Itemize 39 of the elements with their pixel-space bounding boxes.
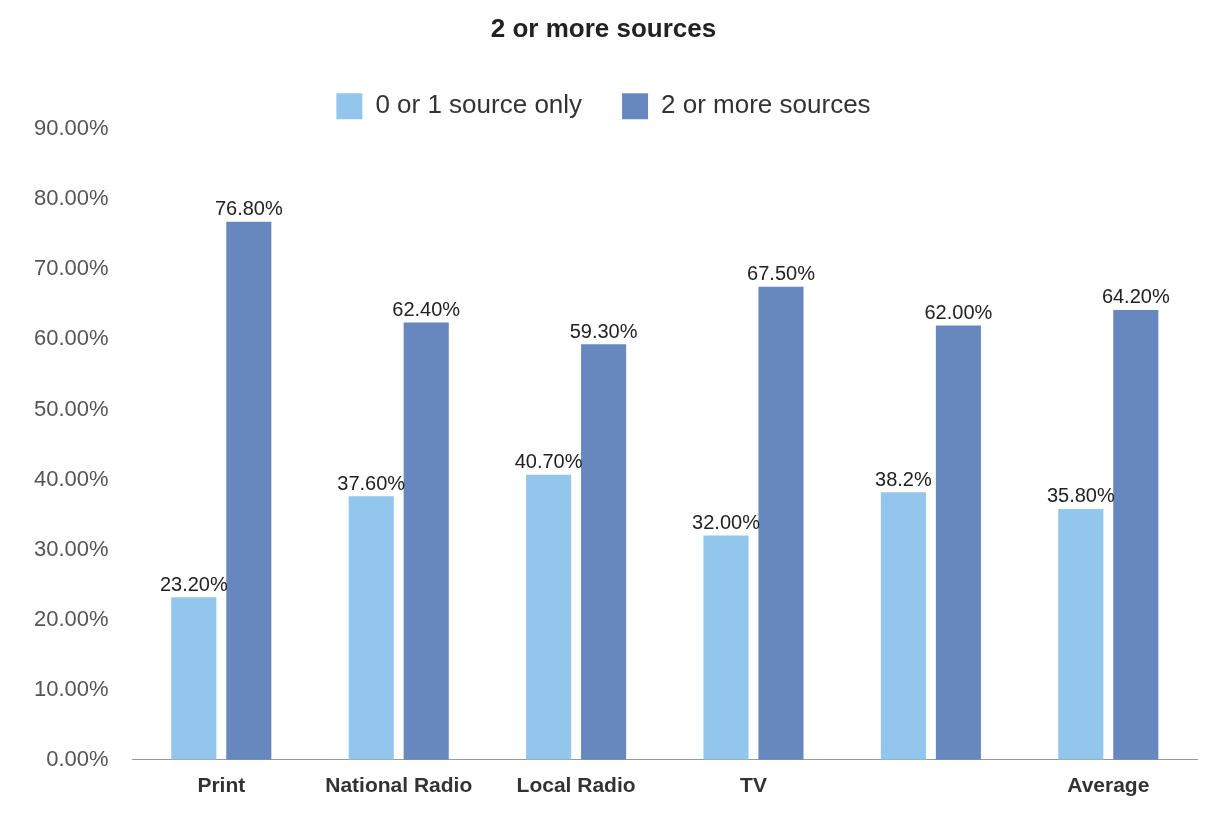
bar — [1113, 309, 1159, 760]
y-tick-label: 60.00% — [33, 325, 109, 351]
chart-title: 2 or more sources — [490, 12, 717, 43]
bar — [1058, 508, 1104, 760]
data-label: 23.20% — [159, 572, 228, 595]
bar — [226, 221, 272, 760]
legend-label: 2 or more sources — [661, 89, 871, 120]
bar — [403, 322, 449, 760]
data-label: 62.00% — [924, 300, 993, 323]
y-tick-label: 0.00% — [46, 745, 109, 771]
bar — [348, 496, 394, 760]
data-label: 35.80% — [1046, 484, 1115, 507]
x-tick-label: Local Radio — [516, 773, 636, 797]
data-label: 59.30% — [569, 319, 638, 342]
y-tick-label: 30.00% — [33, 535, 109, 561]
data-label: 67.50% — [747, 262, 816, 285]
y-tick-label: 70.00% — [33, 255, 109, 281]
y-tick-label: 10.00% — [33, 675, 109, 701]
y-tick-label: 40.00% — [33, 465, 109, 491]
x-tick-label: National Radio — [325, 773, 473, 797]
bar — [935, 325, 981, 760]
bar — [703, 535, 749, 760]
bar — [581, 344, 627, 760]
y-tick-label: 90.00% — [33, 115, 109, 141]
x-tick-label: TV — [740, 773, 767, 797]
x-tick-label: Average — [1067, 773, 1150, 797]
bar — [171, 597, 217, 760]
legend-label: 0 or 1 source only — [375, 89, 583, 120]
y-tick-label: 80.00% — [33, 185, 109, 211]
bar — [880, 492, 926, 760]
data-label: 62.40% — [392, 298, 461, 321]
bar — [758, 286, 804, 760]
data-label: 38.2% — [875, 467, 932, 490]
bar — [526, 474, 572, 760]
data-label: 64.20% — [1101, 285, 1170, 308]
y-tick-label: 20.00% — [33, 605, 109, 631]
data-label: 76.80% — [214, 197, 283, 220]
x-tick-label: Print — [197, 773, 246, 797]
y-tick-label: 50.00% — [33, 395, 109, 421]
